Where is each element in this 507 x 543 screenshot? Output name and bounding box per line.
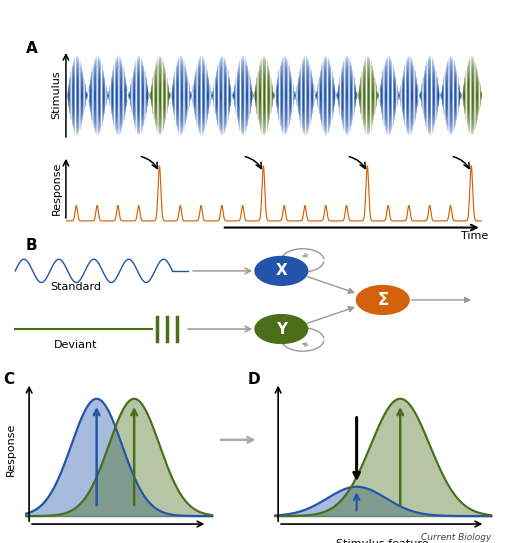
Text: X: X [275,263,287,279]
Circle shape [255,314,308,343]
Text: Deviant: Deviant [54,339,98,350]
Text: Σ: Σ [377,291,388,309]
Circle shape [356,286,409,314]
Y-axis label: Response: Response [52,162,62,216]
Text: C: C [3,372,14,387]
Y-axis label: Stimulus: Stimulus [52,71,62,119]
Text: Response: Response [6,422,16,476]
Text: B: B [25,238,37,252]
Text: D: D [247,372,260,387]
Text: Y: Y [276,321,287,337]
Text: A: A [26,41,38,56]
Text: Time: Time [461,231,488,242]
Text: Standard: Standard [51,282,101,292]
Text: Current Biology: Current Biology [421,533,492,542]
Circle shape [255,256,308,285]
Text: Stimulus feature: Stimulus feature [337,539,429,543]
